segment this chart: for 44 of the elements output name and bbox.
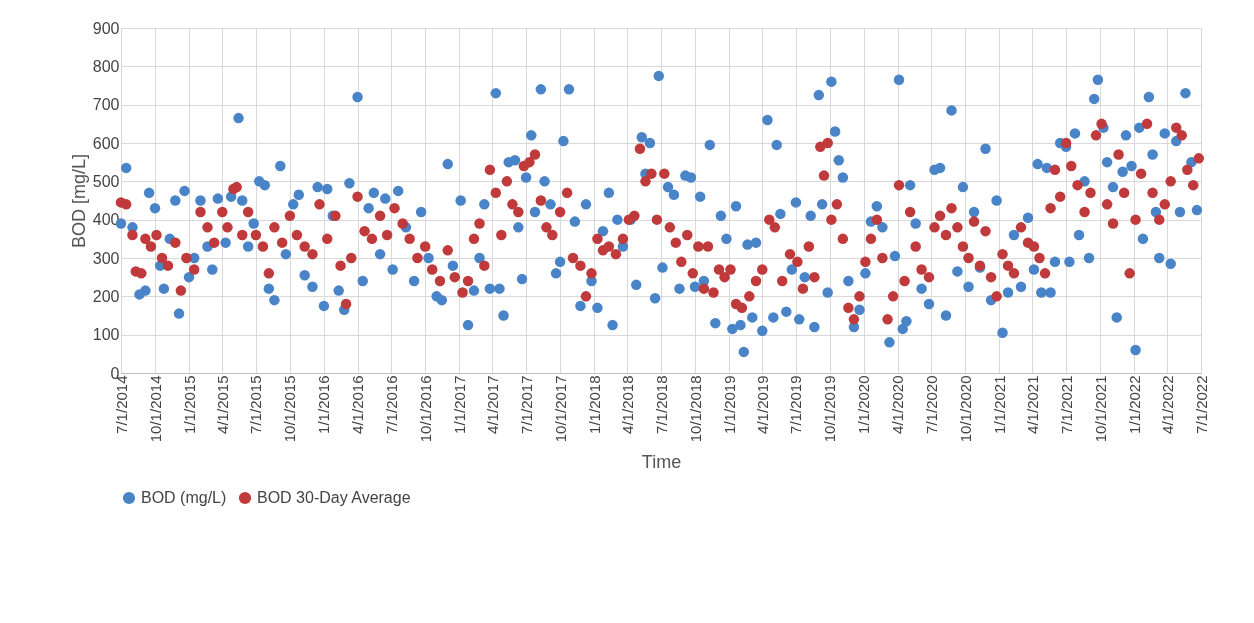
x-tick-label: 10/1/2015 [281, 375, 299, 443]
y-tick-label: 100 [92, 326, 120, 344]
x-tick-label: 4/1/2016 [349, 375, 367, 434]
x-tick-label: 10/1/2016 [416, 375, 434, 443]
x-tick-label: 10/1/2019 [821, 375, 839, 443]
legend-label: BOD 30-Day Average [257, 489, 411, 506]
x-tick-label: 4/1/2021 [1023, 375, 1041, 434]
y-axis-title: BOD [mg/L] [68, 153, 89, 249]
x-tick-label: 10/1/2017 [551, 375, 569, 443]
x-tick-label: 1/1/2021 [990, 375, 1008, 434]
x-tick-label: 1/1/2022 [1125, 375, 1143, 434]
x-tick-label: 1/1/2019 [720, 375, 738, 434]
x-tick-label: 7/1/2015 [247, 375, 265, 434]
x-tick-label: 7/1/2022 [1192, 375, 1210, 434]
x-tick-label: 10/1/2018 [686, 375, 704, 443]
x-tick-label: 10/1/2014 [146, 375, 164, 443]
x-tick-label: 10/1/2020 [956, 375, 974, 443]
x-tick-label: 7/1/2020 [922, 375, 940, 434]
y-tick-label: 900 [92, 19, 120, 37]
x-tick-label: 4/1/2019 [753, 375, 771, 434]
x-tick-label: 7/1/2021 [1057, 375, 1075, 434]
x-tick-label: 1/1/2018 [585, 375, 603, 434]
x-tick-label: 7/1/2019 [787, 375, 805, 434]
x-tick-label: 4/1/2022 [1158, 375, 1176, 434]
x-tick-label: 1/1/2016 [315, 375, 333, 434]
x-tick-label: 7/1/2016 [382, 375, 400, 434]
x-tick-label: 10/1/2021 [1091, 375, 1109, 443]
y-tick-label: 600 [92, 134, 120, 152]
x-tick-label: 1/1/2017 [450, 375, 468, 434]
x-tick-label: 1/1/2020 [855, 375, 873, 434]
y-tick-label: 200 [92, 287, 120, 305]
x-tick-label: 7/1/2017 [517, 375, 535, 434]
y-tick-label: 300 [92, 249, 120, 267]
x-tick-label: 7/1/2018 [652, 375, 670, 434]
x-tick-label: 4/1/2020 [889, 375, 907, 434]
legend-label: BOD (mg/L) [141, 489, 227, 506]
y-tick-label: 700 [92, 96, 120, 114]
x-tick-label: 1/1/2015 [180, 375, 198, 434]
x-tick-label: 4/1/2018 [618, 375, 636, 434]
y-tick-label: 800 [92, 57, 120, 75]
y-tick-label: 500 [92, 172, 120, 190]
x-tick-label: 4/1/2015 [213, 375, 231, 434]
x-axis-title: Time [641, 452, 682, 473]
x-tick-label: 4/1/2017 [483, 375, 501, 434]
